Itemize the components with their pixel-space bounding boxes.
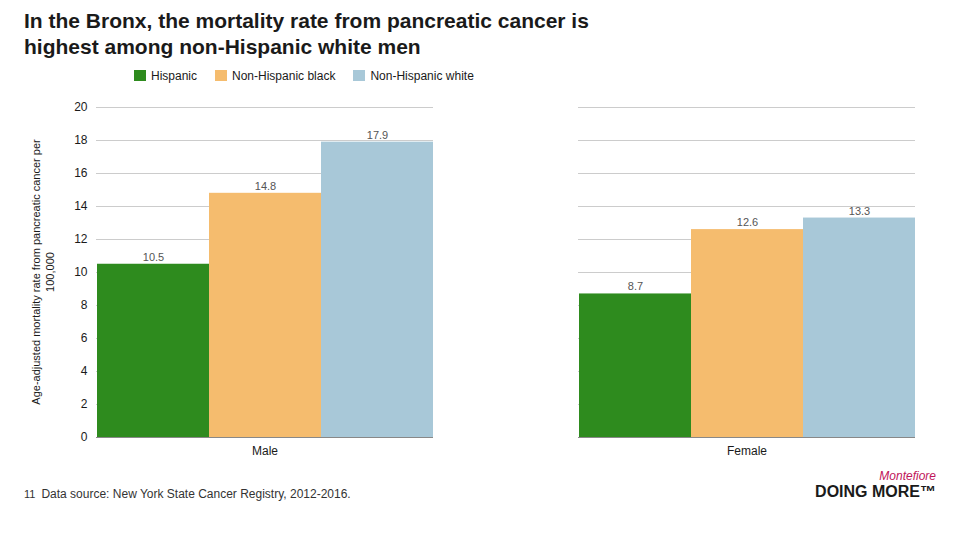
svg-text:17.9: 17.9 xyxy=(367,128,388,140)
svg-text:12.6: 12.6 xyxy=(737,216,758,228)
svg-text:0: 0 xyxy=(81,430,88,444)
html-text:In the Bronx, the mortality ra: In the Bronx, the mortality rate from pa… xyxy=(24,9,589,59)
svg-text:13.3: 13.3 xyxy=(849,204,870,216)
svg-text:6: 6 xyxy=(81,331,88,345)
html-text:Hispanic: Hispanic xyxy=(151,68,197,83)
svg-text:12: 12 xyxy=(74,232,88,246)
svg-text:4: 4 xyxy=(81,364,88,378)
svg-text:8.7: 8.7 xyxy=(628,280,643,292)
html-text:11 Data source: New York State: 11 Data source: New York State Cancer Re… xyxy=(24,486,351,501)
html-text:Montefiore: Montefiore xyxy=(879,468,936,483)
svg-text:Male: Male xyxy=(252,444,278,458)
svg-text:2: 2 xyxy=(81,397,88,411)
svg-text:Female: Female xyxy=(727,444,767,458)
svg-text:8: 8 xyxy=(81,298,88,312)
svg-text:14.8: 14.8 xyxy=(255,179,276,191)
html-text:Non-Hispanic black: Non-Hispanic black xyxy=(232,68,336,83)
svg-text:14: 14 xyxy=(74,199,88,213)
svg-text:16: 16 xyxy=(74,166,88,180)
svg-text:10.5: 10.5 xyxy=(143,250,164,262)
svg-text:Age-adjusted mortality rate fr: Age-adjusted mortality rate from pancrea… xyxy=(30,138,56,404)
svg-text:20: 20 xyxy=(74,100,88,114)
html-text:Non-Hispanic white: Non-Hispanic white xyxy=(370,68,474,83)
svg-text:10: 10 xyxy=(74,265,88,279)
svg-text:18: 18 xyxy=(74,133,88,147)
html-text:DOING MORE™: DOING MORE™ xyxy=(815,482,936,500)
